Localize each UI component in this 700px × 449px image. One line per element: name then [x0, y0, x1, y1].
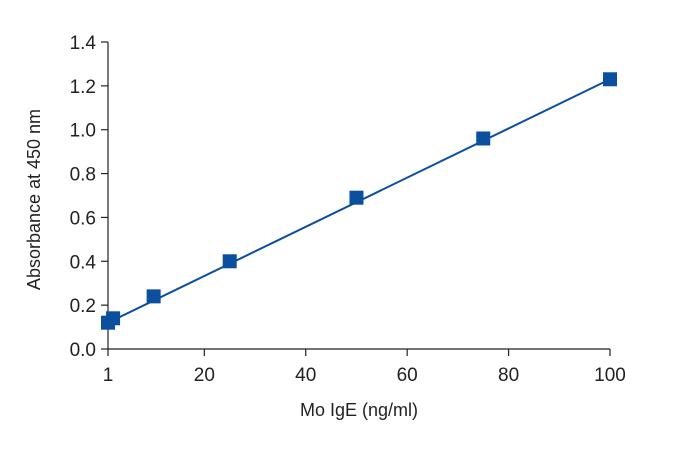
tick-marks: 0.0 0.2 0.4 0.6 0.8 1.0 1.2 1.4 1 20 40 60 80 100 [70, 33, 626, 386]
x-tick-label: 1 [103, 365, 114, 386]
data-point-marker [146, 289, 161, 304]
x-tick-label: 80 [498, 365, 519, 386]
data-point-marker [222, 254, 237, 269]
x-tick-label: 40 [295, 365, 316, 386]
y-tick-label: 1.0 [70, 121, 96, 142]
y-tick-label: 1.2 [70, 77, 96, 98]
data-point-marker [603, 72, 617, 87]
data-point-marker [106, 311, 121, 326]
y-tick-label: 0.6 [70, 208, 96, 229]
y-axis-label: Absorbance at 450 nm [24, 109, 44, 290]
y-tick-label: 0.2 [70, 296, 96, 317]
data-point-marker [476, 131, 491, 146]
y-tick-label: 0.8 [70, 165, 96, 186]
x-tick-label: 60 [397, 365, 418, 386]
x-tick-label: 20 [194, 365, 215, 386]
data-point-marker [349, 190, 364, 205]
y-tick-label: 1.4 [70, 33, 97, 54]
data-points [101, 72, 617, 330]
x-axis-label: Mo IgE (ng/ml) [300, 400, 418, 420]
y-tick-label: 0.0 [70, 340, 96, 361]
y-tick-label: 0.4 [70, 252, 97, 273]
axes [107, 42, 610, 350]
x-tick-label: 100 [594, 365, 626, 386]
